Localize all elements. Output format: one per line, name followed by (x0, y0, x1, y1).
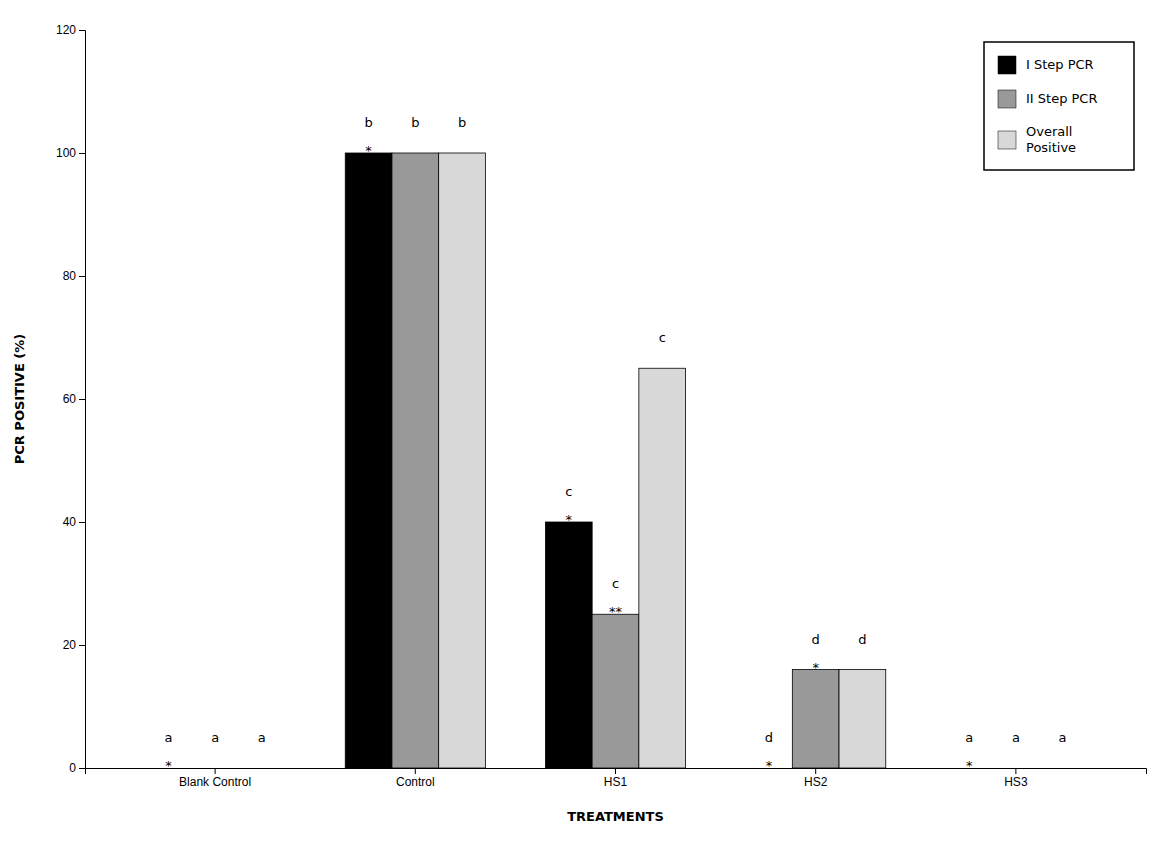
star-annotation: * (766, 758, 773, 773)
legend-swatch (998, 56, 1016, 74)
y-tick: 80 (63, 269, 85, 283)
y-tick-mark (79, 153, 85, 154)
bar (439, 153, 486, 768)
letter-annotation: a (258, 730, 266, 745)
y-tick-mark (79, 768, 85, 769)
y-axis: 0 20 40 60 80 100 120 (56, 23, 86, 775)
letter-annotation: d (858, 632, 866, 647)
x-tick-mark (1015, 768, 1016, 774)
star-annotation: * (812, 660, 819, 675)
legend-entry: OverallPositive (998, 124, 1076, 155)
letter-annotation: d (812, 632, 820, 647)
legend-frame (984, 42, 1134, 170)
letter-annotation: d (765, 730, 773, 745)
legend-entry: I Step PCR (998, 56, 1094, 74)
bar-series (345, 153, 592, 768)
bar (238, 768, 285, 769)
bar-series (392, 153, 839, 768)
x-tick: HS1 (604, 768, 628, 789)
letter-annotation: a (965, 730, 973, 745)
letter-annotation: c (612, 576, 619, 591)
x-tick-mark (415, 768, 416, 774)
y-axis-title: PCR POSITIVE (%) (12, 334, 27, 464)
star-annotation: ** (609, 604, 623, 619)
bar (792, 670, 839, 768)
y-tick-label: 100 (56, 146, 76, 160)
star-annotation: * (365, 143, 372, 158)
y-axis-line (79, 31, 86, 769)
x-tick-label: Control (396, 775, 435, 789)
y-tick-mark (79, 522, 85, 523)
letter-annotation: a (211, 730, 219, 745)
star-annotation: * (165, 758, 172, 773)
bar (639, 368, 686, 768)
y-tick: 40 (63, 515, 85, 529)
legend: I Step PCR II Step PCR OverallPositive (984, 42, 1134, 170)
letter-annotation: a (1012, 730, 1020, 745)
letter-annotation: c (659, 330, 666, 345)
y-tick-label: 120 (56, 23, 76, 37)
star-annotation: * (966, 758, 973, 773)
y-tick-label: 60 (63, 392, 77, 406)
x-tick-mark (815, 768, 816, 774)
y-tick-mark (79, 645, 85, 646)
legend-swatch (998, 90, 1016, 108)
bar (993, 768, 1040, 769)
y-tick: 20 (63, 638, 85, 652)
letter-annotation: b (458, 115, 466, 130)
bar (592, 614, 639, 768)
letter-annotation: b (411, 115, 419, 130)
legend-entry: II Step PCR (998, 90, 1097, 108)
x-tick-label: HS3 (1004, 775, 1028, 789)
x-tick: Blank Control (179, 768, 251, 789)
plot: 0 20 40 60 80 100 120 Blank Control Control HS1 HS… (56, 23, 1147, 788)
x-tick: HS3 (1004, 768, 1028, 789)
letter-annotation: b (364, 115, 372, 130)
y-tick-label: 80 (63, 269, 77, 283)
x-tick: HS2 (804, 768, 828, 789)
y-tick: 120 (56, 23, 85, 37)
y-tick-label: 20 (63, 638, 77, 652)
bar-series (439, 153, 886, 768)
x-tick-label: Blank Control (179, 775, 251, 789)
x-axis-line (86, 769, 1147, 775)
y-tick: 0 (69, 761, 85, 775)
letter-annotation: c (565, 484, 572, 499)
legend-label: I Step PCR (1026, 57, 1094, 72)
y-tick-label: 0 (69, 761, 76, 775)
bar (345, 153, 392, 768)
y-tick-mark (79, 276, 85, 277)
bar (545, 522, 592, 768)
letter-annotation: a (164, 730, 172, 745)
bar (1039, 768, 1086, 769)
bars (345, 153, 886, 768)
y-tick-mark (79, 399, 85, 400)
chart: 0 20 40 60 80 100 120 Blank Control Control HS1 HS… (0, 0, 1171, 843)
bar (392, 153, 439, 768)
legend-swatch (998, 131, 1016, 149)
bar (192, 768, 239, 769)
letter-annotation: a (1059, 730, 1067, 745)
y-tick: 60 (63, 392, 85, 406)
legend-label: OverallPositive (1026, 124, 1076, 155)
y-tick-label: 40 (63, 515, 77, 529)
x-axis-title: TREATMENTS (567, 809, 664, 824)
x-tick: Control (396, 768, 435, 789)
y-tick-mark (79, 30, 85, 31)
legend-label: II Step PCR (1026, 91, 1097, 106)
annotations: * a * b * c * d * a a b ** c * d a a b c d a (164, 115, 1066, 773)
bar (839, 670, 886, 768)
star-annotation: * (566, 512, 573, 527)
x-tick-mark (215, 768, 216, 774)
x-axis: Blank Control Control HS1 HS2 HS3 (86, 768, 1147, 789)
x-tick-label: HS1 (604, 775, 628, 789)
x-tick-mark (615, 768, 616, 774)
y-tick: 100 (56, 146, 85, 160)
x-tick-label: HS2 (804, 775, 828, 789)
